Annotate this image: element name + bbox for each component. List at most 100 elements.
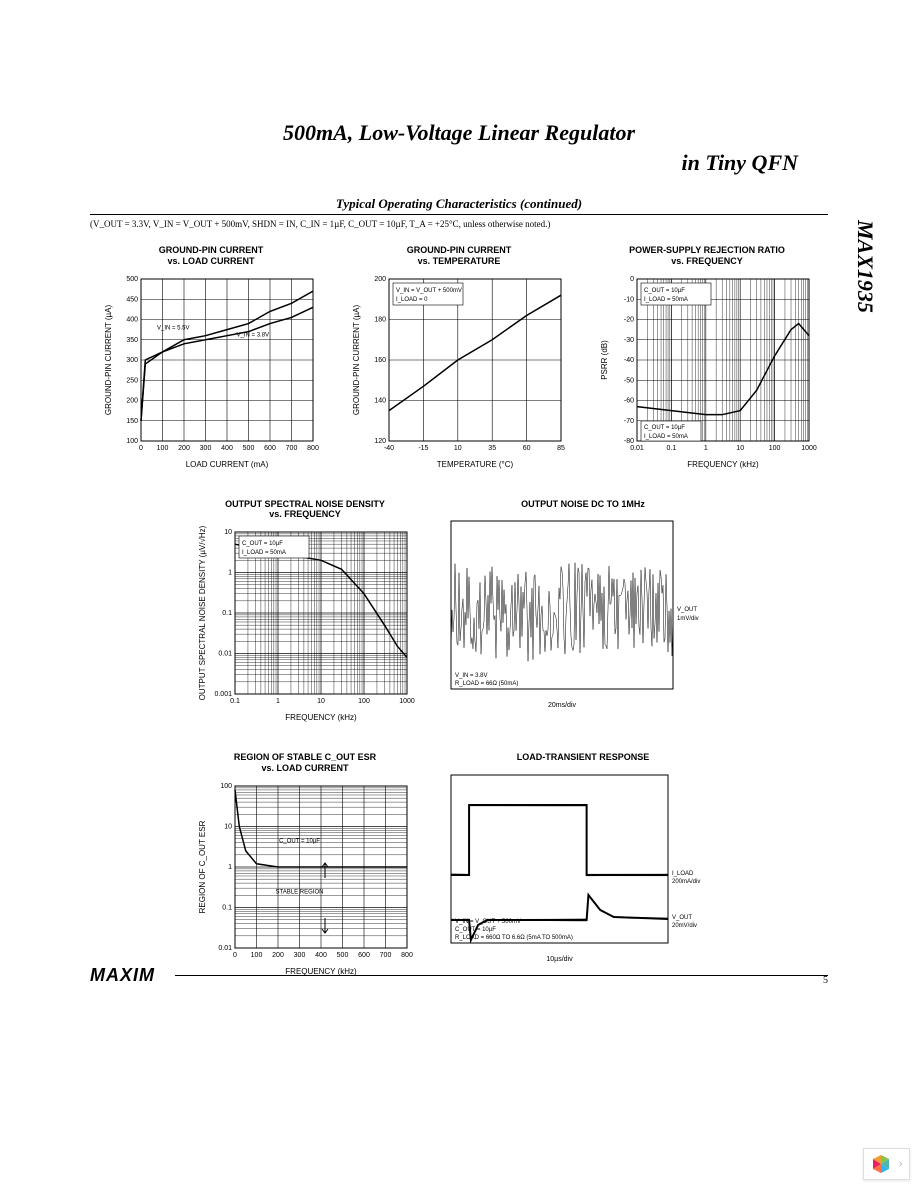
svg-text:I_LOAD = 50mA: I_LOAD = 50mA xyxy=(644,297,688,303)
scope-svg: V_OUT1mV/divV_IN = 3.8VR_LOAD = 66Ω (50m… xyxy=(443,513,723,713)
chart-title-line: GROUND-PIN CURRENT xyxy=(407,245,512,255)
svg-text:1000: 1000 xyxy=(801,445,817,452)
svg-text:-80: -80 xyxy=(624,438,634,445)
svg-text:0.01: 0.01 xyxy=(218,945,232,952)
svg-text:150: 150 xyxy=(126,417,138,424)
svg-text:I_LOAD: I_LOAD xyxy=(672,871,694,877)
svg-text:C_OUT = 10µF: C_OUT = 10µF xyxy=(242,541,283,547)
chevron-right-icon: › xyxy=(898,1156,903,1172)
svg-text:10: 10 xyxy=(224,529,232,536)
chart-title-line: GROUND-PIN CURRENT xyxy=(159,245,264,255)
title-sub: in Tiny QFN xyxy=(90,150,828,176)
svg-text:C_OUT = 10µF: C_OUT = 10µF xyxy=(279,838,320,844)
chart-svg: 0.010.11101001000-80-70-60-50-40-30-20-1… xyxy=(597,271,817,471)
svg-text:140: 140 xyxy=(374,397,386,404)
svg-text:100: 100 xyxy=(126,438,138,445)
svg-text:-10: -10 xyxy=(624,296,634,303)
svg-text:100: 100 xyxy=(220,783,232,790)
title-main: 500mA, Low-Voltage Linear Regulator xyxy=(90,120,828,146)
svg-text:600: 600 xyxy=(358,952,370,959)
svg-text:-20: -20 xyxy=(624,316,634,323)
chart-title-line: vs. LOAD CURRENT xyxy=(261,763,348,773)
svg-text:180: 180 xyxy=(374,316,386,323)
svg-text:100: 100 xyxy=(251,952,263,959)
svg-text:500: 500 xyxy=(243,445,255,452)
svg-text:PSRR (dB): PSRR (dB) xyxy=(600,339,609,379)
svg-text:1000: 1000 xyxy=(399,698,415,705)
svg-text:-40: -40 xyxy=(384,445,394,452)
svg-text:0: 0 xyxy=(233,952,237,959)
svg-text:0.1: 0.1 xyxy=(222,610,232,617)
svg-text:800: 800 xyxy=(401,952,413,959)
svg-text:OUTPUT SPECTRAL NOISE DENSITY: OUTPUT SPECTRAL NOISE DENSITY (µV/√Hz) xyxy=(198,526,207,701)
svg-text:200: 200 xyxy=(126,397,138,404)
chart-title-line: LOAD-TRANSIENT RESPONSE xyxy=(517,752,650,762)
chart-title-line: REGION OF STABLE C_OUT ESR xyxy=(234,752,376,762)
svg-text:V_IN = 3.8V: V_IN = 3.8V xyxy=(237,332,270,338)
svg-text:FREQUENCY (kHz): FREQUENCY (kHz) xyxy=(687,460,759,469)
svg-text:0: 0 xyxy=(139,445,143,452)
svg-text:350: 350 xyxy=(126,336,138,343)
svg-text:R_LOAD = 660Ω TO 6.6Ω (5mA TO: R_LOAD = 660Ω TO 6.6Ω (5mA TO 500mA) xyxy=(455,935,573,941)
svg-text:1mV/div: 1mV/div xyxy=(677,616,699,622)
svg-text:-15: -15 xyxy=(418,445,428,452)
svg-text:C_OUT = 10µF: C_OUT = 10µF xyxy=(455,927,496,933)
svg-text:10: 10 xyxy=(317,698,325,705)
svg-text:TEMPERATURE (°C): TEMPERATURE (°C) xyxy=(437,460,514,469)
chart-title-line: vs. TEMPERATURE xyxy=(418,256,501,266)
svg-text:STABLE REGION: STABLE REGION xyxy=(276,889,324,895)
svg-text:C_OUT = 10µF: C_OUT = 10µF xyxy=(644,425,685,431)
chart-row-1: GROUND-PIN CURRENT vs. LOAD CURRENT 0100… xyxy=(90,245,828,471)
svg-text:160: 160 xyxy=(374,357,386,364)
chart-ground-pin-vs-temp: GROUND-PIN CURRENT vs. TEMPERATURE -40 -1… xyxy=(349,245,569,471)
svg-text:0.1: 0.1 xyxy=(222,904,232,911)
svg-text:10µs/div: 10µs/div xyxy=(546,956,573,963)
svg-text:700: 700 xyxy=(286,445,298,452)
svg-text:V_IN = 5.5V: V_IN = 5.5V xyxy=(157,325,190,331)
svg-text:-50: -50 xyxy=(624,377,634,384)
svg-text:120: 120 xyxy=(374,438,386,445)
svg-text:V_IN = V_OUT + 500mV: V_IN = V_OUT + 500mV xyxy=(396,288,462,294)
svg-text:100: 100 xyxy=(358,698,370,705)
svg-text:0.001: 0.001 xyxy=(214,691,232,698)
svg-text:-40: -40 xyxy=(624,357,634,364)
svg-text:REGION OF C_OUT ESR: REGION OF C_OUT ESR xyxy=(198,820,207,913)
svg-text:700: 700 xyxy=(380,952,392,959)
svg-text:0.1: 0.1 xyxy=(667,445,677,452)
svg-text:300: 300 xyxy=(200,445,212,452)
chart-load-transient: LOAD-TRANSIENT RESPONSE I_LOAD 200mA/div V… xyxy=(443,752,723,978)
svg-text:200mA/div: 200mA/div xyxy=(672,879,700,885)
svg-text:0.1: 0.1 xyxy=(230,698,240,705)
svg-text:800: 800 xyxy=(307,445,319,452)
svg-text:10: 10 xyxy=(736,445,744,452)
svg-text:20ms/div: 20ms/div xyxy=(548,702,577,709)
svg-text:100: 100 xyxy=(769,445,781,452)
chart-title-line: POWER-SUPPLY REJECTION RATIO xyxy=(629,245,785,255)
svg-text:200: 200 xyxy=(272,952,284,959)
svg-text:400: 400 xyxy=(126,316,138,323)
charts-grid: GROUND-PIN CURRENT vs. LOAD CURRENT 0100… xyxy=(90,245,828,978)
corner-badge[interactable]: › xyxy=(863,1148,910,1180)
svg-text:R_LOAD = 66Ω (50mA): R_LOAD = 66Ω (50mA) xyxy=(455,681,518,687)
svg-text:V_IN = V_OUT + 500mV: V_IN = V_OUT + 500mV xyxy=(455,919,521,925)
chart-row-3: REGION OF STABLE C_OUT ESR vs. LOAD CURR… xyxy=(90,752,828,978)
chart-output-noise: OUTPUT NOISE DC TO 1MHz V_OUT1mV/divV_IN… xyxy=(443,499,723,725)
svg-text:10: 10 xyxy=(454,445,462,452)
svg-text:250: 250 xyxy=(126,377,138,384)
svg-text:-70: -70 xyxy=(624,417,634,424)
chart-row-2: OUTPUT SPECTRAL NOISE DENSITY vs. FREQUE… xyxy=(90,499,828,725)
svg-text:GROUND-PIN CURRENT (µA): GROUND-PIN CURRENT (µA) xyxy=(352,304,361,415)
svg-text:60: 60 xyxy=(523,445,531,452)
svg-text:V_IN = 3.8V: V_IN = 3.8V xyxy=(455,673,488,679)
chart-psrr-vs-freq: POWER-SUPPLY REJECTION RATIO vs. FREQUEN… xyxy=(597,245,817,471)
svg-text:300: 300 xyxy=(126,357,138,364)
part-number-sidebar: MAX1935 xyxy=(852,220,878,313)
svg-text:-30: -30 xyxy=(624,336,634,343)
chart-title-line: OUTPUT NOISE DC TO 1MHz xyxy=(521,499,645,509)
chart-title-line: vs. FREQUENCY xyxy=(269,509,341,519)
maxim-logo: MAXIM xyxy=(90,965,155,986)
svg-text:300: 300 xyxy=(294,952,306,959)
chart-title-line: OUTPUT SPECTRAL NOISE DENSITY xyxy=(225,499,385,509)
svg-text:0.01: 0.01 xyxy=(630,445,644,452)
svg-text:1: 1 xyxy=(228,570,232,577)
